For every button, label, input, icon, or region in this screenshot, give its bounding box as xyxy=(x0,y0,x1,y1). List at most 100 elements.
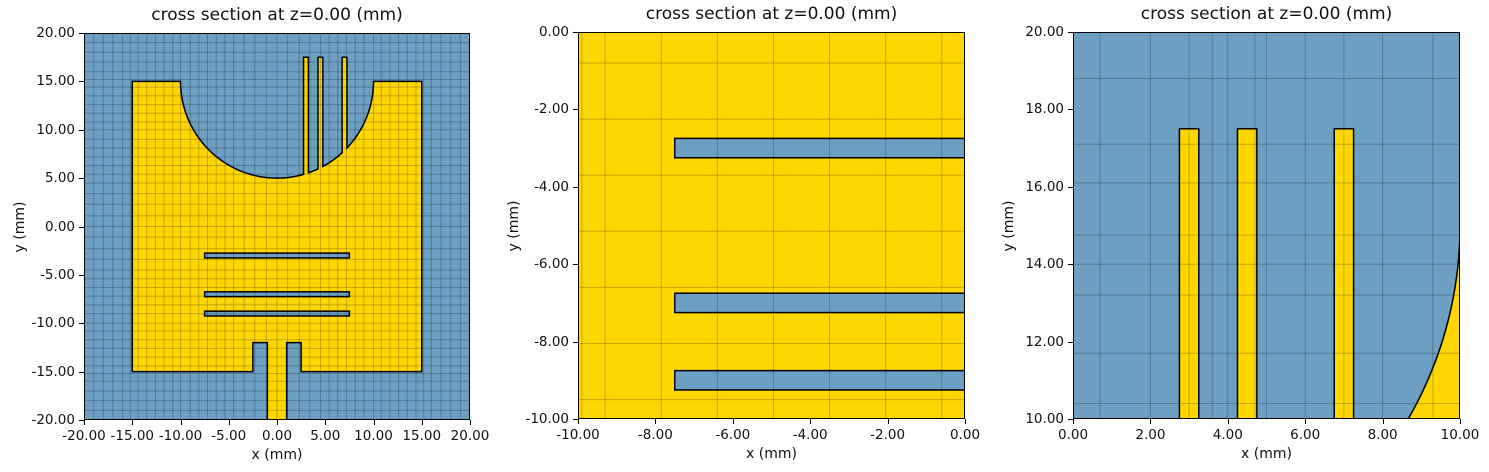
x-tick-label: -4.00 xyxy=(792,427,828,443)
x-axis-label: x (mm) xyxy=(746,446,797,462)
plot-title: cross section at z=0.00 (mm) xyxy=(1140,4,1393,24)
x-tick xyxy=(965,419,966,424)
x-tick xyxy=(1460,419,1461,424)
y-tick xyxy=(79,33,84,34)
x-tick xyxy=(421,420,423,425)
y-tick-label: -20.00 xyxy=(31,412,75,428)
x-tick xyxy=(228,420,230,425)
x-tick xyxy=(373,420,375,425)
y-tick-label: -15.00 xyxy=(31,363,75,380)
x-tick-label: -6.00 xyxy=(715,427,751,443)
y-tick xyxy=(1068,186,1073,188)
y-tick-label: -2.00 xyxy=(534,101,569,118)
x-tick xyxy=(1073,419,1074,424)
plot-area xyxy=(1073,32,1460,419)
x-tick-label: 4.00 xyxy=(1212,427,1243,443)
cross-section-canvas xyxy=(1073,32,1460,419)
x-tick-label: 0.00 xyxy=(1057,427,1089,443)
x-tick xyxy=(810,419,812,424)
x-tick xyxy=(180,420,182,425)
x-tick-label: 10.00 xyxy=(354,428,393,444)
y-tick xyxy=(573,419,578,420)
x-tick-label: -20.00 xyxy=(62,428,106,444)
x-tick xyxy=(578,419,579,424)
x-tick xyxy=(1150,419,1152,424)
y-tick-label: 10.00 xyxy=(36,121,75,138)
y-tick xyxy=(79,226,84,228)
y-tick xyxy=(79,371,84,373)
y-tick xyxy=(79,178,84,180)
y-tick-label: 5.00 xyxy=(44,170,75,187)
y-tick-label: 10.00 xyxy=(1025,411,1064,427)
y-tick xyxy=(573,109,578,111)
y-tick-label: 0.00 xyxy=(538,24,569,40)
x-tick xyxy=(470,420,471,425)
y-tick xyxy=(79,420,84,421)
y-tick-label: 0.00 xyxy=(44,218,75,235)
x-tick xyxy=(655,419,657,424)
x-axis-label: x (mm) xyxy=(251,447,303,463)
plot-area xyxy=(578,32,965,419)
y-tick xyxy=(79,323,84,325)
plot-title: cross section at z=0.00 (mm) xyxy=(645,4,898,24)
y-tick xyxy=(79,274,84,276)
x-tick-label: -10.00 xyxy=(158,428,203,444)
y-tick xyxy=(1068,264,1073,266)
x-tick xyxy=(132,420,134,425)
x-tick xyxy=(325,420,327,425)
x-tick-label: -15.00 xyxy=(110,428,155,444)
x-tick xyxy=(887,419,889,424)
x-axis-label: x (mm) xyxy=(1241,446,1292,462)
y-tick xyxy=(1068,341,1073,343)
y-tick xyxy=(573,264,578,266)
x-tick-label: 15.00 xyxy=(402,428,442,444)
x-tick-label: -10.00 xyxy=(556,427,600,443)
y-tick-label: -10.00 xyxy=(525,411,569,427)
y-tick xyxy=(573,186,578,188)
y-tick-label: -4.00 xyxy=(534,178,569,195)
x-tick xyxy=(277,420,278,425)
plot-title: cross section at z=0.00 (mm) xyxy=(151,5,403,25)
y-tick-label: 20.00 xyxy=(1025,24,1064,40)
y-tick-label: -8.00 xyxy=(534,333,569,350)
y-tick xyxy=(573,341,578,343)
x-tick-label: 8.00 xyxy=(1367,427,1398,443)
y-tick-label: -10.00 xyxy=(31,315,75,332)
y-tick xyxy=(573,32,578,33)
y-tick-label: 16.00 xyxy=(1025,178,1064,195)
x-tick-label: -2.00 xyxy=(870,427,906,443)
x-tick-label: 10.00 xyxy=(1440,427,1480,443)
x-tick xyxy=(1382,419,1384,424)
x-tick-label: 5.00 xyxy=(310,428,341,444)
y-axis-label: y (mm) xyxy=(1001,200,1017,251)
y-tick-label: 12.00 xyxy=(1025,333,1064,350)
y-tick xyxy=(1068,32,1073,33)
y-tick-label: 14.00 xyxy=(1025,256,1064,273)
x-tick-label: -8.00 xyxy=(637,427,673,443)
x-tick xyxy=(1305,419,1307,424)
x-tick xyxy=(1227,419,1229,424)
cross-section-canvas xyxy=(578,32,965,419)
y-tick xyxy=(79,81,84,83)
y-tick xyxy=(79,129,84,131)
x-tick-label: 6.00 xyxy=(1290,427,1321,443)
x-tick-label: 0.00 xyxy=(261,428,293,444)
y-tick-label: -5.00 xyxy=(40,266,75,283)
y-tick-label: -6.00 xyxy=(534,256,569,273)
x-tick xyxy=(84,420,85,425)
x-tick xyxy=(732,419,734,424)
x-tick-label: 20.00 xyxy=(450,428,490,444)
y-tick xyxy=(1068,109,1073,111)
x-tick-label: 0.00 xyxy=(949,427,981,443)
plot-area xyxy=(84,33,470,420)
x-tick-label: 2.00 xyxy=(1135,427,1166,443)
y-tick-label: 20.00 xyxy=(36,25,75,41)
y-tick-label: 15.00 xyxy=(36,73,75,90)
y-tick xyxy=(1068,419,1073,420)
y-tick-label: 18.00 xyxy=(1025,101,1064,118)
x-tick-label: -5.00 xyxy=(211,428,247,444)
